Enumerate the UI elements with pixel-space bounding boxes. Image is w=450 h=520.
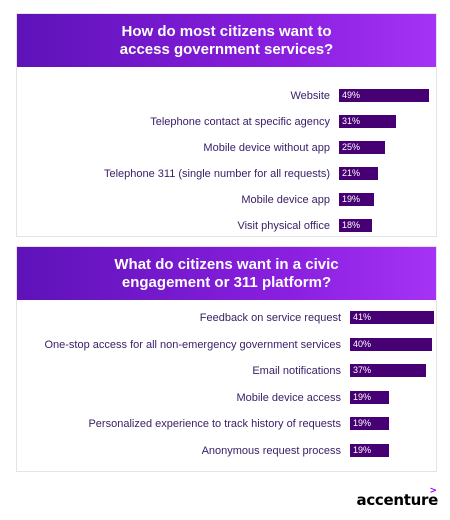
bar-row: Anonymous request process 19% (17, 442, 436, 460)
category-label: Visit physical office (237, 220, 330, 232)
bar: 37% (350, 364, 426, 377)
category-label: Mobile device without app (203, 142, 330, 154)
bar-value-label: 49% (342, 90, 361, 100)
bar: 31% (339, 115, 396, 128)
bar-row: Mobile device app 19% (17, 191, 436, 209)
category-label: Telephone contact at specific agency (150, 116, 330, 128)
bar-row: One-stop access for all non-emergency go… (17, 336, 436, 354)
bar-value-label: 19% (353, 418, 372, 428)
bar: 40% (350, 337, 432, 351)
bar-row: Feedback on service request 41% (17, 309, 436, 327)
bar: 21% (339, 167, 378, 180)
bar-value-label: 25% (342, 142, 361, 152)
bar-value-label: 21% (342, 168, 361, 178)
bar-value-label: 37% (353, 365, 372, 375)
category-label: Feedback on service request (199, 312, 341, 324)
category-label: Telephone 311 (single number for all req… (103, 168, 330, 180)
bar-row: Website 49% (17, 87, 436, 105)
bar: 19% (350, 417, 389, 430)
bar-row: Telephone 311 (single number for all req… (17, 165, 436, 183)
chart-title-banner: What do citizens want in a civic engagem… (17, 247, 436, 300)
chart-title: What do citizens want in a civic engagem… (114, 255, 339, 291)
bar-row: Personalized experience to track history… (17, 415, 436, 433)
bar-value-label: 40% (353, 338, 372, 349)
bar-row: Mobile device without app 25% (17, 139, 436, 157)
bar-value-label: 18% (342, 220, 361, 230)
bar: 18% (339, 219, 373, 232)
bar-row: Telephone contact at specific agency 31% (17, 113, 436, 131)
bar-row: Mobile device access 19% (17, 389, 436, 407)
chart-panel-platform-features: What do citizens want in a civic engagem… (16, 246, 437, 472)
chart-title-banner: How do most citizens want to access gove… (17, 14, 436, 67)
bar-value-label: 19% (342, 194, 361, 204)
bar-value-label: 19% (353, 444, 372, 455)
bar-row: Email notifications 37% (17, 362, 436, 380)
accenture-mark-icon: > (429, 486, 437, 496)
category-label: Website (290, 90, 330, 102)
bar: 49% (339, 89, 429, 102)
bar: 19% (350, 443, 389, 457)
category-label: Email notifications (252, 365, 341, 377)
category-label: Mobile device app (241, 194, 330, 206)
bar: 19% (350, 390, 389, 404)
bar-row: Visit physical office 18% (17, 217, 436, 235)
bar-value-label: 19% (353, 391, 372, 402)
bar-value-label: 31% (342, 116, 361, 126)
chart-panel-access-channels: How do most citizens want to access gove… (16, 13, 437, 237)
bar: 41% (350, 311, 434, 324)
category-label: Mobile device access (236, 391, 341, 404)
category-label: Anonymous request process (201, 444, 341, 457)
bar-value-label: 41% (353, 312, 372, 322)
accenture-logo: accenture (356, 491, 439, 509)
bar: 19% (339, 193, 374, 206)
chart-title: How do most citizens want to access gove… (119, 22, 334, 58)
bar: 25% (339, 141, 385, 154)
category-label: One-stop access for all non-emergency go… (44, 338, 341, 351)
category-label: Personalized experience to track history… (88, 418, 341, 430)
